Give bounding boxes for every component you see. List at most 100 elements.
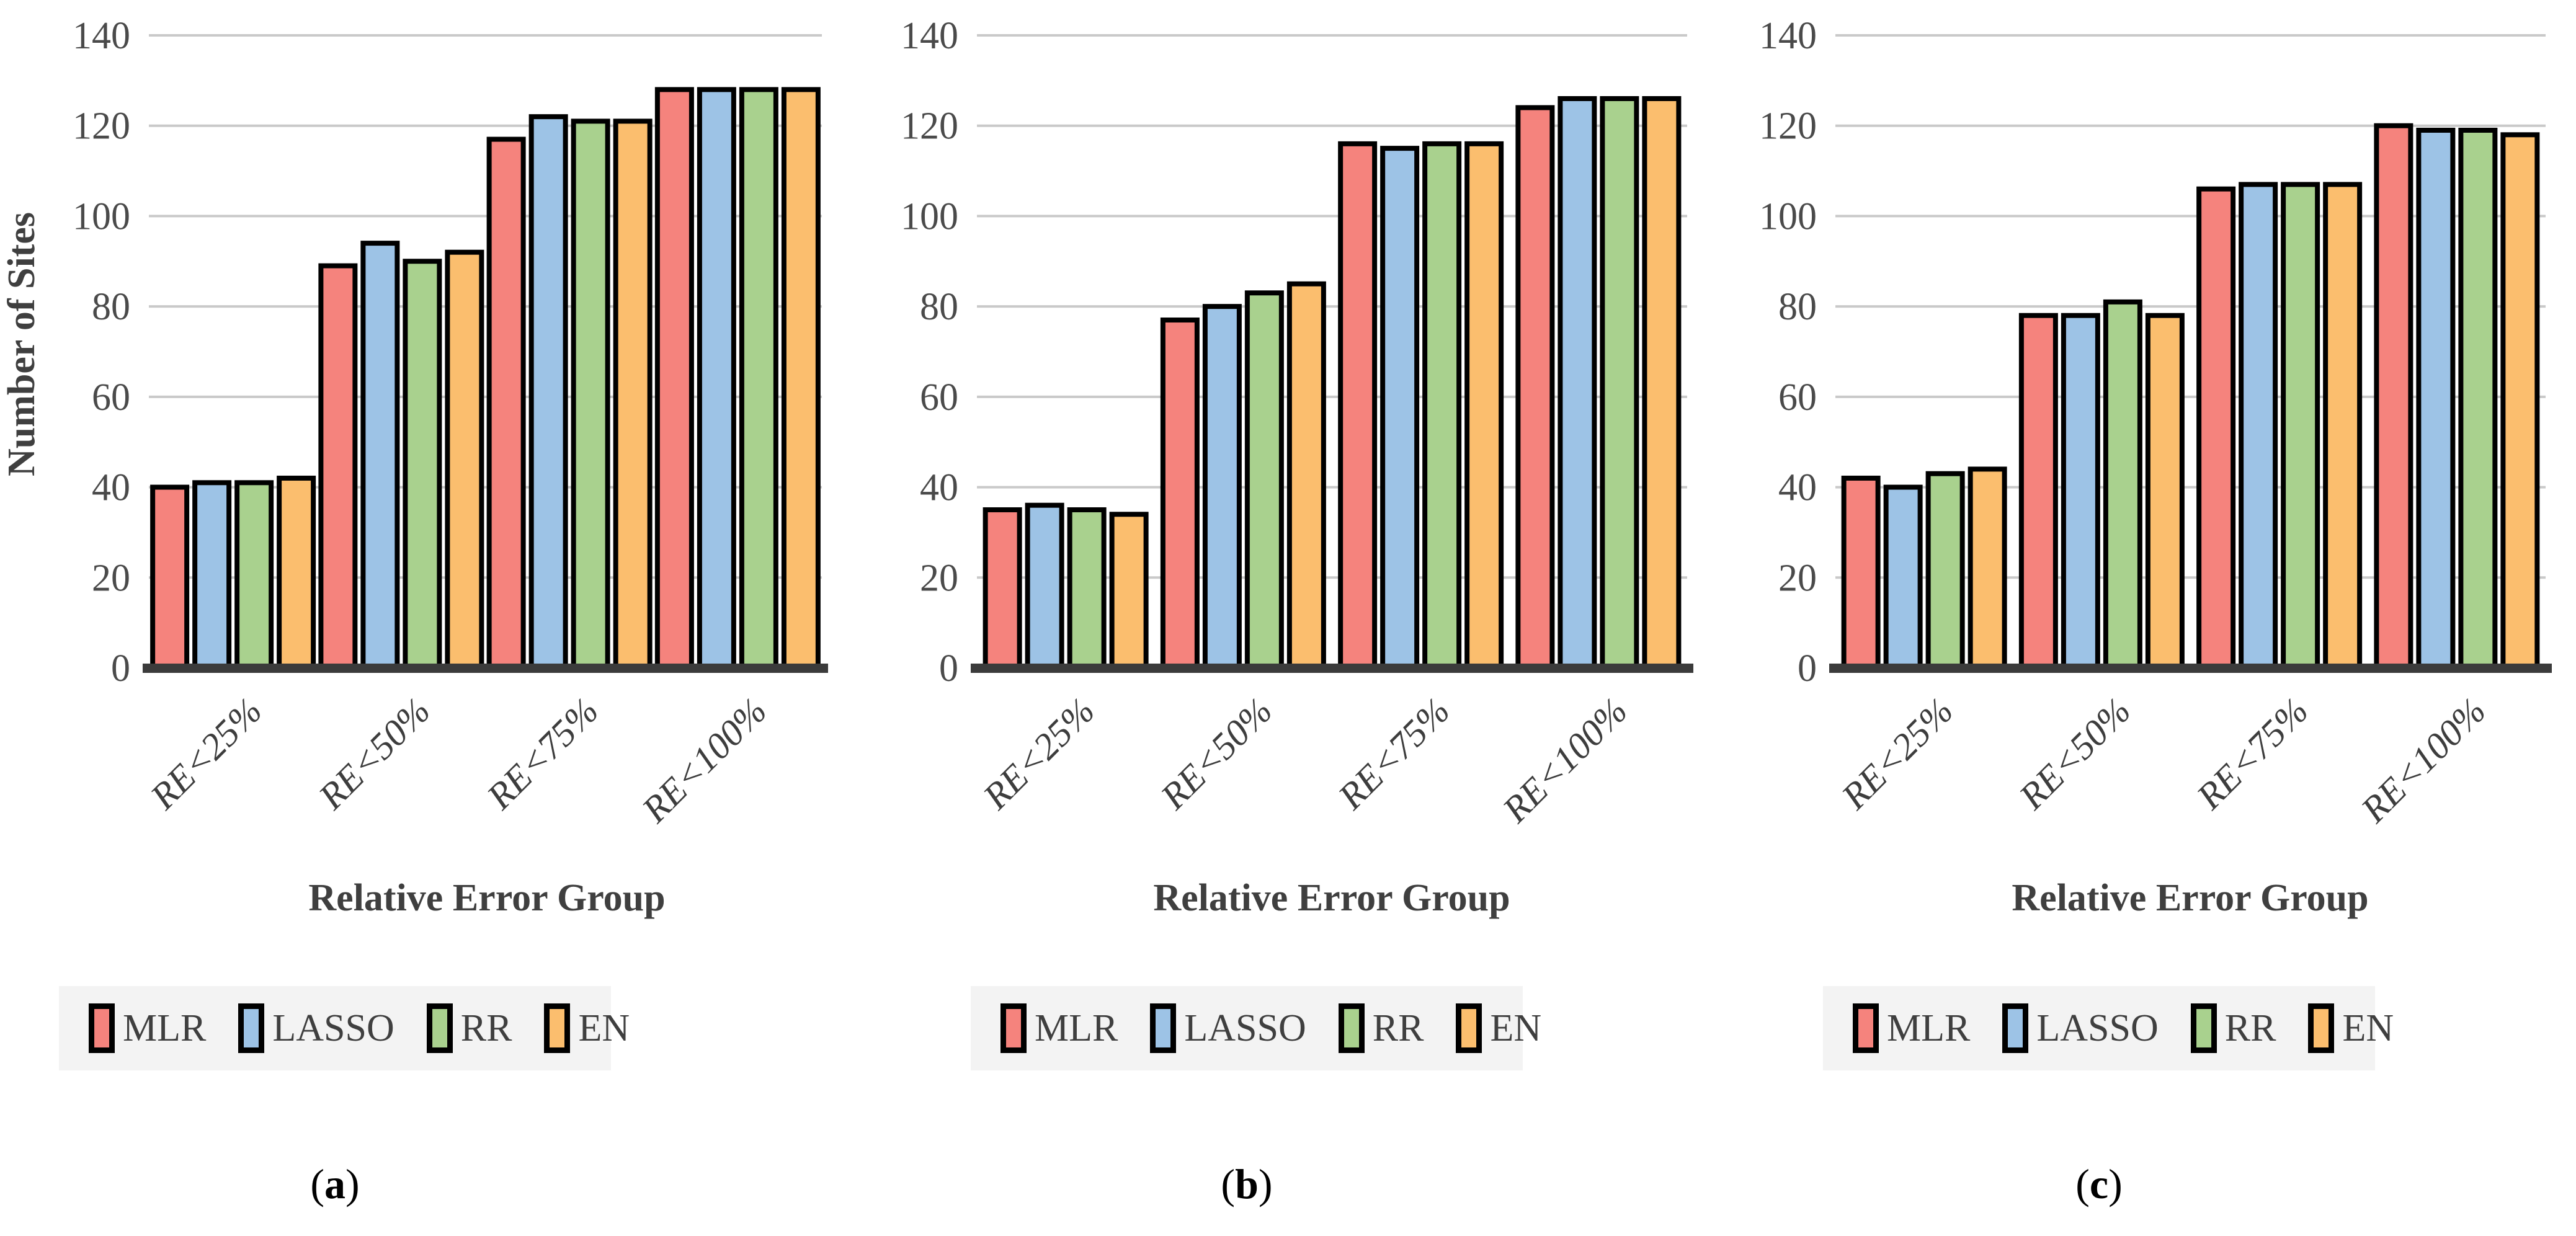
svg-text:80: 80 [92, 286, 130, 328]
bars [150, 87, 821, 671]
svg-text:100: 100 [1759, 195, 1817, 238]
svg-text:40: 40 [1778, 467, 1817, 509]
bar-chart-a: 0 20 40 60 80 100 120 140 RE<25% RE<50% RE<75% RE<… [1, 15, 828, 919]
svg-text:0: 0 [111, 647, 130, 690]
y-axis-title: Number of Sites [1, 212, 43, 476]
svg-text:80: 80 [920, 286, 958, 328]
legend-label: RR [1372, 1007, 1424, 1049]
legend-item-mlr: MLR [1001, 1003, 1118, 1053]
panel-c: 0 20 40 60 80 100 120 140 RE<25% RE<50% RE<75% RE<… [1718, 0, 2576, 1236]
caption-paren: ) [345, 1160, 360, 1207]
caption-letter: c [2089, 1160, 2109, 1207]
svg-text:20: 20 [1778, 557, 1817, 599]
legend-item-en: EN [1456, 1003, 1541, 1053]
x-axis-title: Relative Error Group [308, 877, 665, 919]
x-tick-labels: RE<25% RE<50% RE<75% RE<100% [142, 690, 774, 831]
x-tick-labels: RE<25% RE<50% RE<75% RE<100% [1834, 690, 2494, 831]
rr-swatch-icon [426, 1003, 453, 1053]
svg-text:120: 120 [1759, 105, 1817, 148]
svg-text:140: 140 [1759, 15, 1817, 57]
caption-c: (c) [1823, 1160, 2375, 1209]
legend-item-lasso: LASSO [238, 1003, 394, 1053]
mlr-swatch-icon [1001, 1003, 1027, 1053]
svg-text:RE<25%: RE<25% [1834, 690, 1961, 818]
caption-b: (b) [971, 1160, 1523, 1209]
svg-text:60: 60 [1778, 376, 1817, 419]
svg-text:RE<100%: RE<100% [1494, 690, 1635, 831]
svg-text:RE<100%: RE<100% [2353, 690, 2494, 831]
lasso-swatch-icon [1150, 1003, 1177, 1053]
lasso-swatch-icon [238, 1003, 265, 1053]
en-swatch-icon [544, 1003, 571, 1053]
legend-label: LASSO [272, 1007, 394, 1049]
legend-label: LASSO [1184, 1007, 1306, 1049]
svg-text:RE<50%: RE<50% [2011, 690, 2139, 818]
svg-text:120: 120 [73, 105, 130, 148]
caption-letter: b [1235, 1160, 1259, 1207]
svg-text:140: 140 [73, 15, 130, 57]
svg-text:RE<50%: RE<50% [1152, 690, 1280, 818]
svg-text:100: 100 [73, 195, 130, 238]
legend-label: EN [578, 1007, 630, 1049]
svg-text:80: 80 [1778, 286, 1817, 328]
legend: MLR LASSO RR EN [1823, 986, 2394, 1070]
legend-item-lasso: LASSO [1150, 1003, 1306, 1053]
mlr-swatch-icon [1853, 1003, 1879, 1053]
caption-letter: a [324, 1160, 345, 1207]
rr-swatch-icon [2190, 1003, 2217, 1053]
x-axis-title: Relative Error Group [2012, 877, 2368, 919]
rr-swatch-icon [1338, 1003, 1365, 1053]
legend: MLR LASSO RR EN [971, 986, 1541, 1070]
mlr-swatch-icon [89, 1003, 115, 1053]
svg-text:0: 0 [939, 647, 958, 690]
x-axis-line [971, 664, 1693, 673]
panel-a: 0 20 40 60 80 100 120 140 RE<25% RE<50% RE<75% RE<… [0, 0, 858, 1236]
legend-label: RR [2224, 1007, 2276, 1049]
y-tick-labels: 0 20 40 60 80 100 120 140 [73, 15, 130, 690]
caption-paren: ( [2075, 1160, 2090, 1207]
svg-text:60: 60 [920, 376, 958, 419]
svg-text:40: 40 [920, 467, 958, 509]
legend-label: LASSO [2036, 1007, 2159, 1049]
svg-text:20: 20 [920, 557, 958, 599]
legend-item-rr: RR [2190, 1003, 2276, 1053]
svg-text:RE<75%: RE<75% [479, 690, 607, 818]
caption-paren: ) [1258, 1160, 1273, 1207]
lasso-swatch-icon [2002, 1003, 2029, 1053]
caption-paren: ( [310, 1160, 324, 1207]
y-tick-labels: 0 20 40 60 80 100 120 140 [901, 15, 958, 690]
x-axis-line [143, 664, 828, 673]
x-tick-labels: RE<25% RE<50% RE<75% RE<100% [975, 690, 1635, 831]
svg-text:RE<25%: RE<25% [142, 690, 270, 818]
en-swatch-icon [2308, 1003, 2335, 1053]
svg-text:40: 40 [92, 467, 130, 509]
x-axis-title: Relative Error Group [1153, 877, 1510, 919]
svg-text:120: 120 [901, 105, 958, 148]
svg-text:0: 0 [1798, 647, 1817, 690]
legend-label: RR [460, 1007, 512, 1049]
svg-text:RE<25%: RE<25% [975, 690, 1103, 818]
caption-a: (a) [59, 1160, 611, 1209]
caption-paren: ( [1221, 1160, 1236, 1207]
caption-paren: ) [2108, 1160, 2123, 1207]
legend-item-mlr: MLR [1853, 1003, 1970, 1053]
en-swatch-icon [1456, 1003, 1482, 1053]
legend: MLR LASSO RR EN [59, 986, 630, 1070]
legend-label: EN [1490, 1007, 1542, 1049]
panel-b: 0 20 40 60 80 100 120 140 RE<25% RE<50% RE<75% RE<… [859, 0, 1718, 1236]
bars [983, 96, 1682, 671]
legend-label: MLR [1035, 1007, 1118, 1049]
legend-item-en: EN [544, 1003, 630, 1053]
legend-label: MLR [1887, 1007, 1971, 1049]
y-tick-labels: 0 20 40 60 80 100 120 140 [1759, 15, 1817, 690]
svg-text:20: 20 [92, 557, 130, 599]
svg-text:100: 100 [901, 195, 958, 238]
x-axis-line [1829, 664, 2552, 673]
svg-text:RE<100%: RE<100% [634, 690, 775, 831]
legend-item-mlr: MLR [89, 1003, 206, 1053]
svg-text:RE<75%: RE<75% [1330, 690, 1458, 818]
svg-text:60: 60 [92, 376, 130, 419]
